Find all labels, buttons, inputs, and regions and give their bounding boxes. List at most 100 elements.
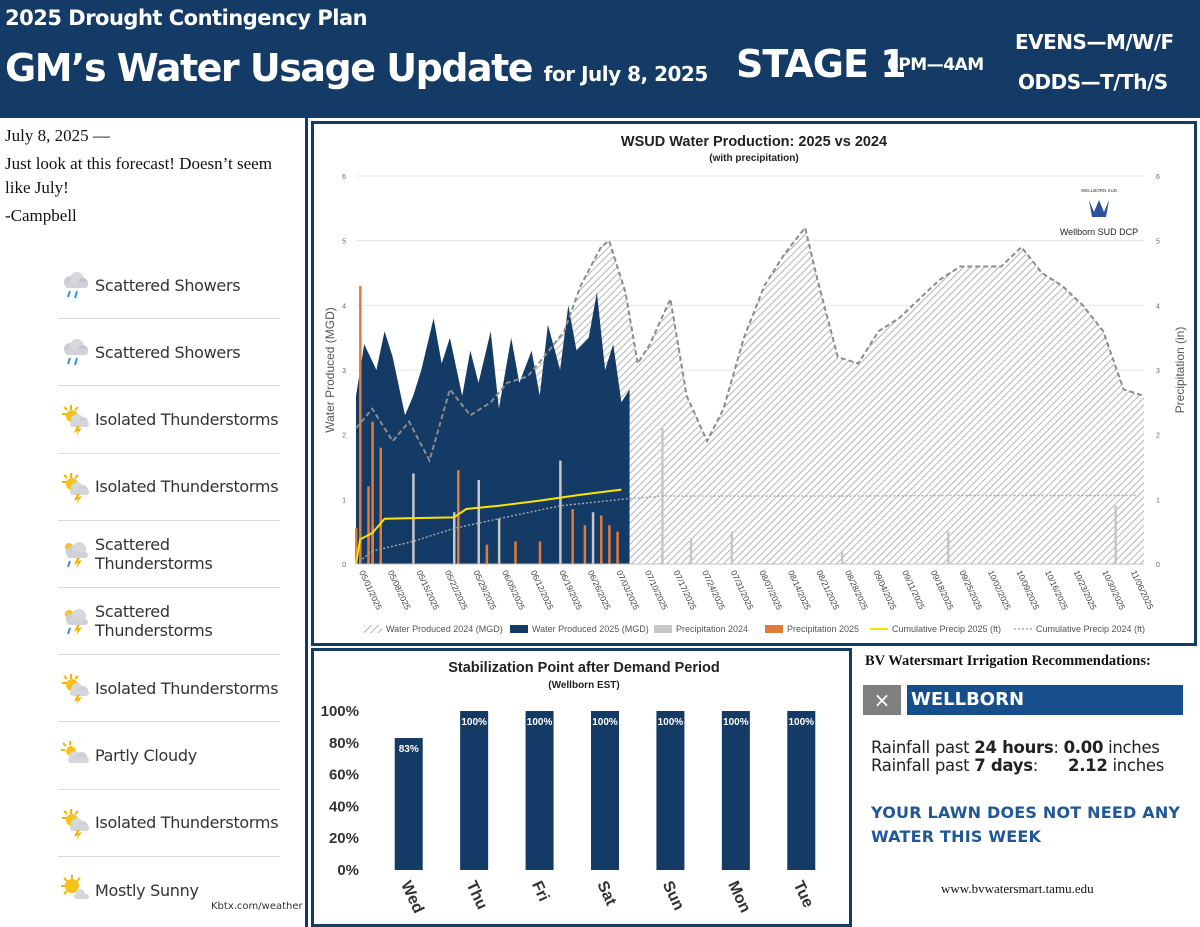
forecast-label: Isolated Thunderstorms bbox=[95, 678, 279, 698]
title-main: GM’s Water Usage Update bbox=[5, 46, 534, 90]
forecast-item: Scattered Thunderstorms bbox=[58, 521, 280, 588]
forecast-item: Isolated Thunderstorms bbox=[58, 386, 280, 454]
close-button[interactable]: × bbox=[863, 685, 901, 715]
production-chart: WSUD Water Production: 2025 vs 2024 (with… bbox=[323, 134, 1187, 634]
legend-item: Precipitation 2025 bbox=[765, 624, 859, 634]
precip-2025-bar bbox=[359, 285, 362, 564]
forecast-label: Isolated Thunderstorms bbox=[95, 409, 279, 429]
x-tick-label: 10/30/2025 bbox=[1100, 569, 1127, 612]
precip-2025-bar bbox=[485, 544, 489, 564]
precip-2025-bar bbox=[371, 421, 374, 564]
bar bbox=[721, 711, 750, 870]
legend-label: Cumulative Precip 2024 (ft) bbox=[1036, 624, 1145, 634]
location-name: WELLBORN bbox=[907, 685, 1183, 715]
rainfall-7d-colon: : bbox=[1032, 756, 1039, 775]
x-tick-label: 07/24/2025 bbox=[700, 569, 727, 612]
rainfall-24h-period: 24 hours bbox=[974, 738, 1054, 757]
x-tick-label: 07/10/2025 bbox=[643, 569, 670, 612]
line-2024 bbox=[355, 225, 1145, 464]
rain-cloud-icon bbox=[58, 268, 92, 302]
forecast-label: Partly Cloudy bbox=[95, 745, 197, 765]
forecast-item: Scattered Showers bbox=[58, 252, 280, 320]
sun-storm-icon bbox=[58, 806, 92, 840]
y-tick-label: 2 bbox=[342, 433, 346, 440]
rainfall-7d-value: 2.12 bbox=[1068, 756, 1108, 775]
x-tick-label: 06/26/2025 bbox=[586, 569, 613, 612]
logo-mark bbox=[1089, 200, 1109, 217]
x-tick-label: 10/23/2025 bbox=[1072, 569, 1099, 612]
rainfall-7d-unit: inches bbox=[1107, 756, 1164, 775]
legend-swatch bbox=[765, 625, 783, 633]
precip-2025-bar bbox=[616, 531, 619, 564]
mostly-sunny-icon bbox=[58, 873, 92, 907]
precip-2025-bar bbox=[583, 525, 587, 564]
forecast-label: Isolated Thunderstorms bbox=[95, 813, 279, 833]
odds-schedule: ODDS—T/Th/S bbox=[1018, 70, 1168, 94]
wellborn-logo: WELLBORN SUD Wellborn SUD DCP bbox=[1060, 188, 1138, 237]
x-tick-label: 08/14/2025 bbox=[786, 569, 813, 612]
watersmart-link[interactable]: www.bvwatersmart.tamu.edu bbox=[941, 881, 1094, 896]
forecast-item: Isolated Thunderstorms bbox=[58, 454, 280, 521]
precip-2024-bar bbox=[477, 479, 480, 564]
rainfall-24h-colon: : bbox=[1053, 738, 1064, 757]
bar-value-label: 100% bbox=[527, 717, 553, 728]
sun-storm-icon bbox=[58, 671, 92, 706]
production-chart-panel: WSUD Water Production: 2025 vs 2024 (with… bbox=[311, 121, 1197, 646]
forecast-item: Mostly Sunny bbox=[58, 857, 280, 924]
precip-2025-bar bbox=[538, 541, 542, 564]
y-tick-label: 1 bbox=[342, 497, 346, 504]
legend-label: Water Produced 2024 (MGD) bbox=[386, 624, 503, 634]
stabilization-chart-panel: Stabilization Point after Demand Period (… bbox=[311, 648, 852, 927]
y2-tick-label: 2 bbox=[1156, 433, 1160, 440]
x-tick-label: 06/05/2025 bbox=[500, 569, 527, 612]
y2-axis-title: Precipitation (in) bbox=[1173, 327, 1187, 414]
y2-tick-label: 1 bbox=[1156, 497, 1160, 504]
precip-2024-bar bbox=[689, 538, 693, 564]
x-tick-label: 10/16/2025 bbox=[1043, 569, 1070, 612]
legend-swatch bbox=[510, 625, 528, 633]
y-axis-title: Water Produced (MGD) bbox=[323, 307, 337, 433]
x-tick-label: Fri bbox=[528, 879, 552, 905]
sun-storm-icon bbox=[58, 402, 92, 437]
bar-value-label: 100% bbox=[788, 717, 814, 728]
forecast-item: Scattered Showers bbox=[58, 319, 280, 387]
precip-2024-bar bbox=[1114, 505, 1117, 564]
x-tick-label: 08/07/2025 bbox=[757, 569, 784, 612]
legend-label: Cumulative Precip 2025 (ft) bbox=[892, 624, 1001, 634]
y-tick-label: 80% bbox=[329, 735, 359, 752]
forecast-item: Scattered Thunderstorms bbox=[58, 588, 280, 656]
note-date: July 8, 2025 — bbox=[5, 126, 110, 145]
x-tick-label: 05/15/2025 bbox=[414, 569, 441, 612]
partly-cloudy-icon bbox=[58, 738, 92, 772]
legend-item: Water Produced 2024 (MGD) bbox=[364, 624, 503, 634]
x-tick-label: 08/28/2025 bbox=[843, 569, 870, 612]
stage-label: STAGE 1 bbox=[736, 42, 907, 86]
x-tick-label: 05/01/2025 bbox=[357, 569, 384, 612]
y-tick-label: 6 bbox=[342, 174, 346, 181]
watering-hours: 6PM—4AM bbox=[887, 55, 984, 75]
legend-item: Water Produced 2025 (MGD) bbox=[510, 624, 649, 634]
irrigation-panel: BV Watersmart Irrigation Recommendations… bbox=[855, 648, 1200, 927]
forecast-label: Mostly Sunny bbox=[95, 880, 199, 900]
legend-item: Precipitation 2024 bbox=[654, 624, 748, 634]
legend-swatch bbox=[364, 625, 382, 633]
x-tick-label: 08/21/2025 bbox=[814, 569, 841, 612]
precip-2025-bar bbox=[355, 528, 358, 564]
bar-value-label: 100% bbox=[658, 717, 684, 728]
precip-2024-bar bbox=[730, 531, 734, 564]
x-tick-label: Thu bbox=[463, 879, 491, 913]
chart-subtitle: (with precipitation) bbox=[709, 153, 798, 164]
legend-label: Precipitation 2024 bbox=[676, 624, 748, 634]
rainfall-7d-period: 7 days bbox=[974, 756, 1033, 775]
precip-2025-bar bbox=[514, 541, 517, 564]
logo-text: Wellborn SUD DCP bbox=[1060, 227, 1138, 237]
y-tick-label: 20% bbox=[329, 830, 359, 847]
x-tick-label: 07/31/2025 bbox=[729, 569, 756, 612]
x-tick-label: 09/18/2025 bbox=[929, 569, 956, 612]
precip-2024-bar bbox=[947, 531, 950, 564]
y2-tick-label: 4 bbox=[1156, 303, 1160, 310]
forecast-item: Partly Cloudy bbox=[58, 722, 280, 790]
rain-cloud-icon bbox=[58, 335, 92, 369]
precip-2025-bar bbox=[367, 486, 370, 564]
